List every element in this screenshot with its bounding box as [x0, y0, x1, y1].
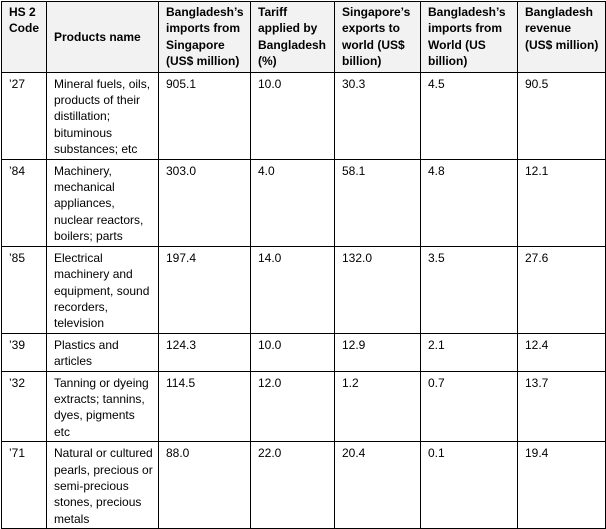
cell-imports-from-world: 0.7 [420, 370, 518, 443]
cell-imports-from-world: 4.5 [420, 71, 518, 160]
cell-imports-from-singapore: 88.0 [158, 441, 251, 529]
cell-revenue: 27.6 [517, 245, 606, 334]
cell-tariff: 10.0 [250, 71, 335, 160]
cell-imports-from-world: 2.1 [420, 332, 518, 372]
cell-revenue: 13.7 [517, 370, 606, 443]
cell-imports-from-singapore: 303.0 [158, 158, 251, 247]
cell-imports-from-world: 0.1 [420, 441, 518, 529]
cell-imports-from-singapore: 197.4 [158, 245, 251, 334]
cell-tariff: 12.0 [250, 370, 335, 443]
cell-imports-from-world: 3.5 [420, 245, 518, 334]
header-products-name: Products name [46, 1, 159, 73]
cell-hs-code: ’84 [1, 158, 47, 247]
cell-product-name: Mineral fuels, oils, products of their d… [46, 71, 159, 160]
table-row: ’84 Machinery, mechanical appliances, nu… [1, 158, 606, 247]
cell-hs-code: ’27 [1, 71, 47, 160]
cell-singapore-exports: 58.1 [334, 158, 421, 247]
cell-imports-from-singapore: 124.3 [158, 332, 251, 372]
cell-revenue: 19.4 [517, 441, 606, 529]
cell-product-name: Electrical machinery and equipment, soun… [46, 245, 159, 334]
cell-hs-code: ’85 [1, 245, 47, 334]
cell-tariff: 4.0 [250, 158, 335, 247]
cell-imports-from-singapore: 114.5 [158, 370, 251, 443]
table-row: ’32 Tanning or dyeing extracts; tannins,… [1, 370, 606, 443]
header-imports-from-singapore: Bangladesh’s imports from Singapore (US$… [158, 1, 251, 73]
cell-singapore-exports: 30.3 [334, 71, 421, 160]
table-row: ’71 Natural or cultured pearls, precious… [1, 441, 606, 529]
header-singapore-exports: Singapore’s exports to world (US$ billio… [334, 1, 421, 73]
cell-product-name: Natural or cultured pearls, precious or … [46, 441, 159, 529]
table-header-row: HS 2 Code Products name Bangladesh’s imp… [1, 1, 606, 73]
cell-product-name: Machinery, mechanical appliances, nuclea… [46, 158, 159, 247]
cell-tariff: 10.0 [250, 332, 335, 372]
cell-singapore-exports: 132.0 [334, 245, 421, 334]
cell-singapore-exports: 20.4 [334, 441, 421, 529]
cell-tariff: 22.0 [250, 441, 335, 529]
header-hs-code: HS 2 Code [1, 1, 47, 73]
cell-hs-code: ’71 [1, 441, 47, 529]
cell-revenue: 90.5 [517, 71, 606, 160]
header-imports-from-world: Bangladesh’s imports from World (US bill… [420, 1, 518, 73]
header-revenue: Bangladesh revenue (US$ million) [517, 1, 606, 73]
cell-singapore-exports: 1.2 [334, 370, 421, 443]
table-row: ’27 Mineral fuels, oils, products of the… [1, 71, 606, 160]
cell-product-name: Plastics and articles [46, 332, 159, 372]
cell-revenue: 12.1 [517, 158, 606, 247]
cell-revenue: 12.4 [517, 332, 606, 372]
cell-hs-code: ’32 [1, 370, 47, 443]
cell-imports-from-world: 4.8 [420, 158, 518, 247]
header-tariff: Tariff applied by Bangladesh (%) [250, 1, 335, 73]
cell-product-name: Tanning or dyeing extracts; tannins, dye… [46, 370, 159, 443]
cell-singapore-exports: 12.9 [334, 332, 421, 372]
cell-tariff: 14.0 [250, 245, 335, 334]
table-row: ’39 Plastics and articles 124.3 10.0 12.… [1, 332, 606, 372]
cell-hs-code: ’39 [1, 332, 47, 372]
cell-imports-from-singapore: 905.1 [158, 71, 251, 160]
table-row: ’85 Electrical machinery and equipment, … [1, 245, 606, 334]
